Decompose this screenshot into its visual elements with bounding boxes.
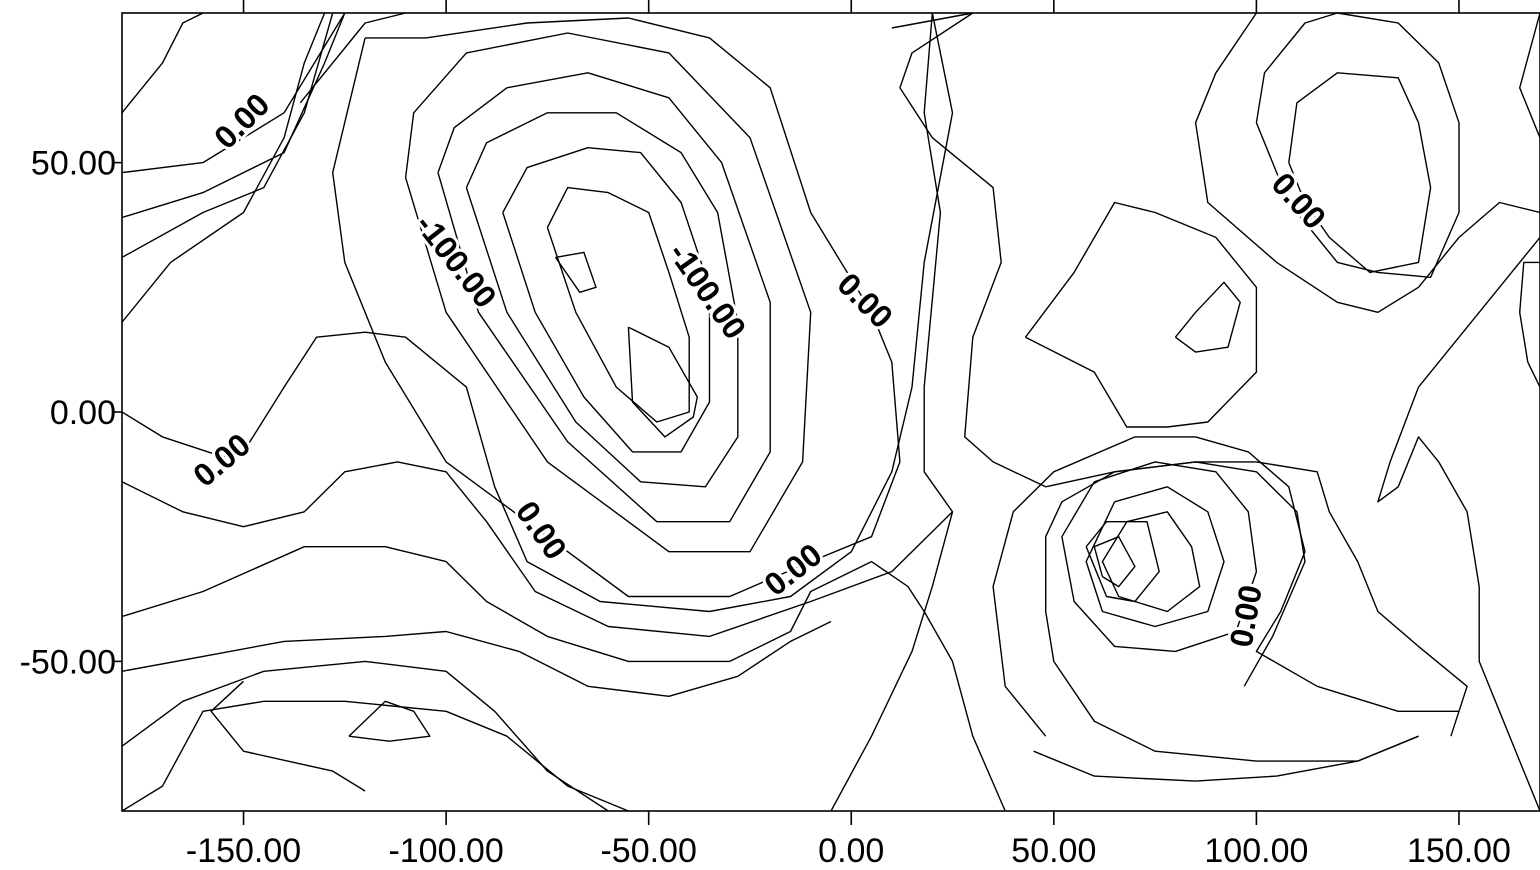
contour-line (348, 700, 431, 742)
contour-line (121, 12, 204, 114)
contour-label: 0.00 (186, 426, 257, 494)
contour-line (1085, 486, 1225, 628)
contour-lines (121, 12, 1540, 812)
contour-line (1194, 12, 1540, 313)
x-tick-label: -150.00 (186, 832, 301, 870)
contour-line (121, 700, 629, 812)
contour-line (1101, 511, 1201, 613)
contour-line (1085, 521, 1160, 603)
contour-line (1174, 281, 1241, 353)
y-tick-label: 50.00 (31, 145, 116, 183)
contour-line (437, 72, 771, 523)
contour-line (1033, 735, 1419, 782)
contour-label: 0.00 (1223, 582, 1269, 650)
contour-line (554, 251, 597, 293)
contour-line (502, 146, 711, 453)
x-tick-label: 50.00 (1011, 832, 1096, 870)
x-axis: -150.00 -100.00 -50.00 0.00 50.00 100.00 150.0… (186, 0, 1511, 870)
y-tick-label: -50.00 (20, 643, 116, 681)
contour-line (1024, 201, 1258, 428)
contour-label: 0.00 (207, 86, 276, 155)
contour-line (121, 660, 609, 812)
y-tick-label: 0.00 (50, 394, 116, 432)
contour-line (121, 12, 346, 219)
x-tick-label: 150.00 (1407, 832, 1511, 870)
contour-line (627, 326, 698, 438)
contour-line (992, 436, 1459, 737)
contour-label: 0.00 (830, 266, 899, 335)
contour-label: 0.00 (757, 536, 828, 603)
contour-line (121, 620, 832, 697)
y-axis: -50.00 0.00 50.00 (20, 145, 122, 681)
contour-line (899, 12, 1468, 737)
contour-line (1255, 12, 1460, 278)
contour-label: 0.00 (509, 494, 574, 566)
contour-line (1377, 236, 1540, 812)
x-tick-label: 100.00 (1204, 832, 1308, 870)
contour-line (1518, 261, 1540, 388)
contour-line (299, 12, 406, 104)
contour-line (210, 680, 366, 792)
contour-line (1061, 461, 1258, 653)
x-tick-label: 0.00 (818, 832, 884, 870)
plot-frame (121, 12, 1540, 812)
contour-line (121, 546, 1006, 812)
contour-line (332, 17, 901, 598)
contour-line (121, 12, 954, 613)
contour-line (404, 32, 812, 553)
contour-line (121, 12, 954, 638)
contour-line (465, 112, 739, 488)
contour-line (121, 12, 346, 174)
contour-line (1288, 72, 1432, 274)
contour-line (1518, 12, 1540, 138)
contour-line (830, 511, 954, 812)
x-tick-label: -100.00 (388, 832, 503, 870)
contour-labels: 0.00-100.00 -100.00 0.000.000.000.000.000.… (183, 83, 1336, 653)
contour-label: 0.00 (1265, 166, 1333, 236)
x-tick-label: -50.00 (600, 832, 696, 870)
contour-line (121, 12, 334, 259)
contour-line (121, 12, 326, 323)
contour-line (546, 186, 690, 423)
contour-line (1093, 536, 1136, 588)
contour-line (891, 12, 973, 29)
